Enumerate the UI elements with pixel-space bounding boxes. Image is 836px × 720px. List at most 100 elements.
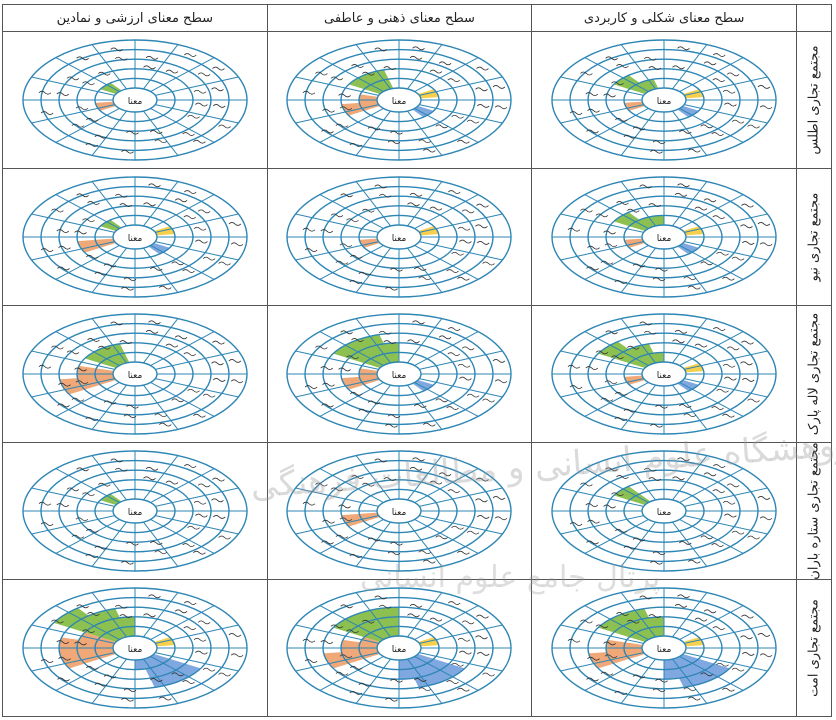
spoke — [142, 44, 179, 90]
column-header: سطح معنای شکلی و کاربردی — [531, 4, 797, 32]
handwritten-mark — [418, 276, 432, 281]
handwritten-mark — [57, 403, 70, 408]
handwritten-mark — [586, 677, 599, 682]
handwritten-mark — [145, 329, 159, 334]
handwritten-mark — [605, 56, 619, 61]
handwritten-mark — [58, 656, 71, 661]
handwritten-mark — [741, 614, 754, 619]
handwritten-mark — [385, 286, 399, 291]
meaning-wheel: معنا — [551, 176, 777, 298]
handwritten-mark — [632, 126, 646, 131]
handwritten-mark — [165, 343, 179, 348]
handwritten-mark — [722, 89, 736, 94]
handwritten-mark — [218, 535, 231, 540]
handwritten-mark — [322, 382, 336, 387]
handwritten-mark — [604, 380, 618, 385]
spoke — [560, 378, 644, 398]
handwritten-mark — [569, 385, 583, 389]
spoke — [584, 468, 649, 503]
spoke — [320, 245, 385, 280]
spoke — [414, 605, 479, 640]
handwritten-mark — [197, 620, 211, 625]
green-sector — [364, 352, 400, 368]
handwritten-mark — [683, 413, 697, 418]
spoke — [142, 592, 179, 638]
spoke — [672, 318, 708, 364]
orange-sector — [341, 376, 365, 390]
handwritten-mark — [482, 398, 496, 403]
handwritten-mark — [336, 123, 349, 128]
handwritten-mark — [119, 340, 132, 344]
handwritten-mark — [165, 480, 179, 485]
spoke — [150, 468, 215, 503]
spoke — [584, 194, 649, 229]
spoke — [620, 318, 657, 364]
spoke — [679, 605, 744, 640]
handwritten-mark — [712, 489, 726, 494]
meaning-wheel: معنا — [22, 39, 248, 161]
handwritten-mark — [600, 260, 614, 265]
handwritten-mark — [390, 541, 404, 546]
green-sector — [84, 616, 135, 638]
handwritten-mark — [349, 280, 363, 284]
center-ellipse — [112, 224, 158, 250]
handwritten-mark — [340, 517, 353, 522]
handwritten-mark — [145, 55, 159, 60]
handwritten-mark — [430, 206, 443, 211]
spoke — [155, 487, 239, 507]
handwritten-mark — [688, 285, 701, 290]
center-ellipse — [376, 635, 423, 661]
handwritten-mark — [614, 417, 628, 421]
handwritten-mark — [410, 55, 423, 60]
handwritten-mark — [623, 408, 637, 413]
spoke — [155, 104, 239, 124]
handwritten-mark — [414, 267, 428, 271]
handwritten-mark — [493, 85, 506, 89]
center-label: معنا — [128, 645, 143, 655]
handwritten-mark — [603, 93, 617, 98]
handwritten-mark — [683, 687, 697, 692]
handwritten-mark — [183, 464, 197, 468]
center-label: معنا — [657, 508, 672, 518]
spoke — [672, 455, 708, 501]
handwritten-mark — [412, 46, 426, 51]
handwritten-mark — [447, 352, 461, 357]
spoke — [419, 350, 504, 370]
handwritten-mark — [126, 130, 139, 135]
handwritten-mark — [716, 251, 729, 256]
handwritten-mark — [228, 222, 242, 226]
spoke — [584, 57, 649, 92]
handwritten-mark — [340, 193, 354, 198]
spoke — [91, 521, 127, 567]
handwritten-mark — [76, 193, 89, 198]
handwritten-mark — [414, 404, 428, 408]
center-label: معنا — [392, 645, 407, 655]
handwritten-mark — [435, 535, 449, 540]
handwritten-mark — [171, 672, 184, 677]
handwritten-mark — [193, 89, 207, 94]
handwritten-mark — [677, 183, 690, 188]
handwritten-mark — [724, 102, 737, 107]
handwritten-mark — [148, 320, 161, 325]
meaning-wheel-cell: معنا — [2, 579, 268, 717]
handwritten-mark — [81, 218, 95, 223]
handwritten-mark — [679, 541, 692, 545]
handwritten-mark — [587, 108, 600, 113]
spoke — [419, 487, 504, 507]
handwritten-mark — [632, 263, 646, 268]
spoke — [407, 318, 443, 364]
spoke — [320, 656, 385, 691]
handwritten-mark — [477, 515, 490, 519]
handwritten-mark — [362, 482, 376, 487]
handwritten-mark — [110, 47, 123, 52]
handwritten-mark — [121, 560, 134, 565]
handwritten-mark — [418, 687, 432, 692]
handwritten-mark — [143, 476, 156, 481]
handwritten-mark — [114, 604, 128, 609]
green-sector — [613, 343, 654, 364]
spoke — [356, 521, 392, 567]
handwritten-mark — [38, 90, 52, 95]
center-ellipse — [641, 635, 687, 661]
center-ellipse — [641, 224, 687, 250]
green-sector — [349, 69, 390, 90]
